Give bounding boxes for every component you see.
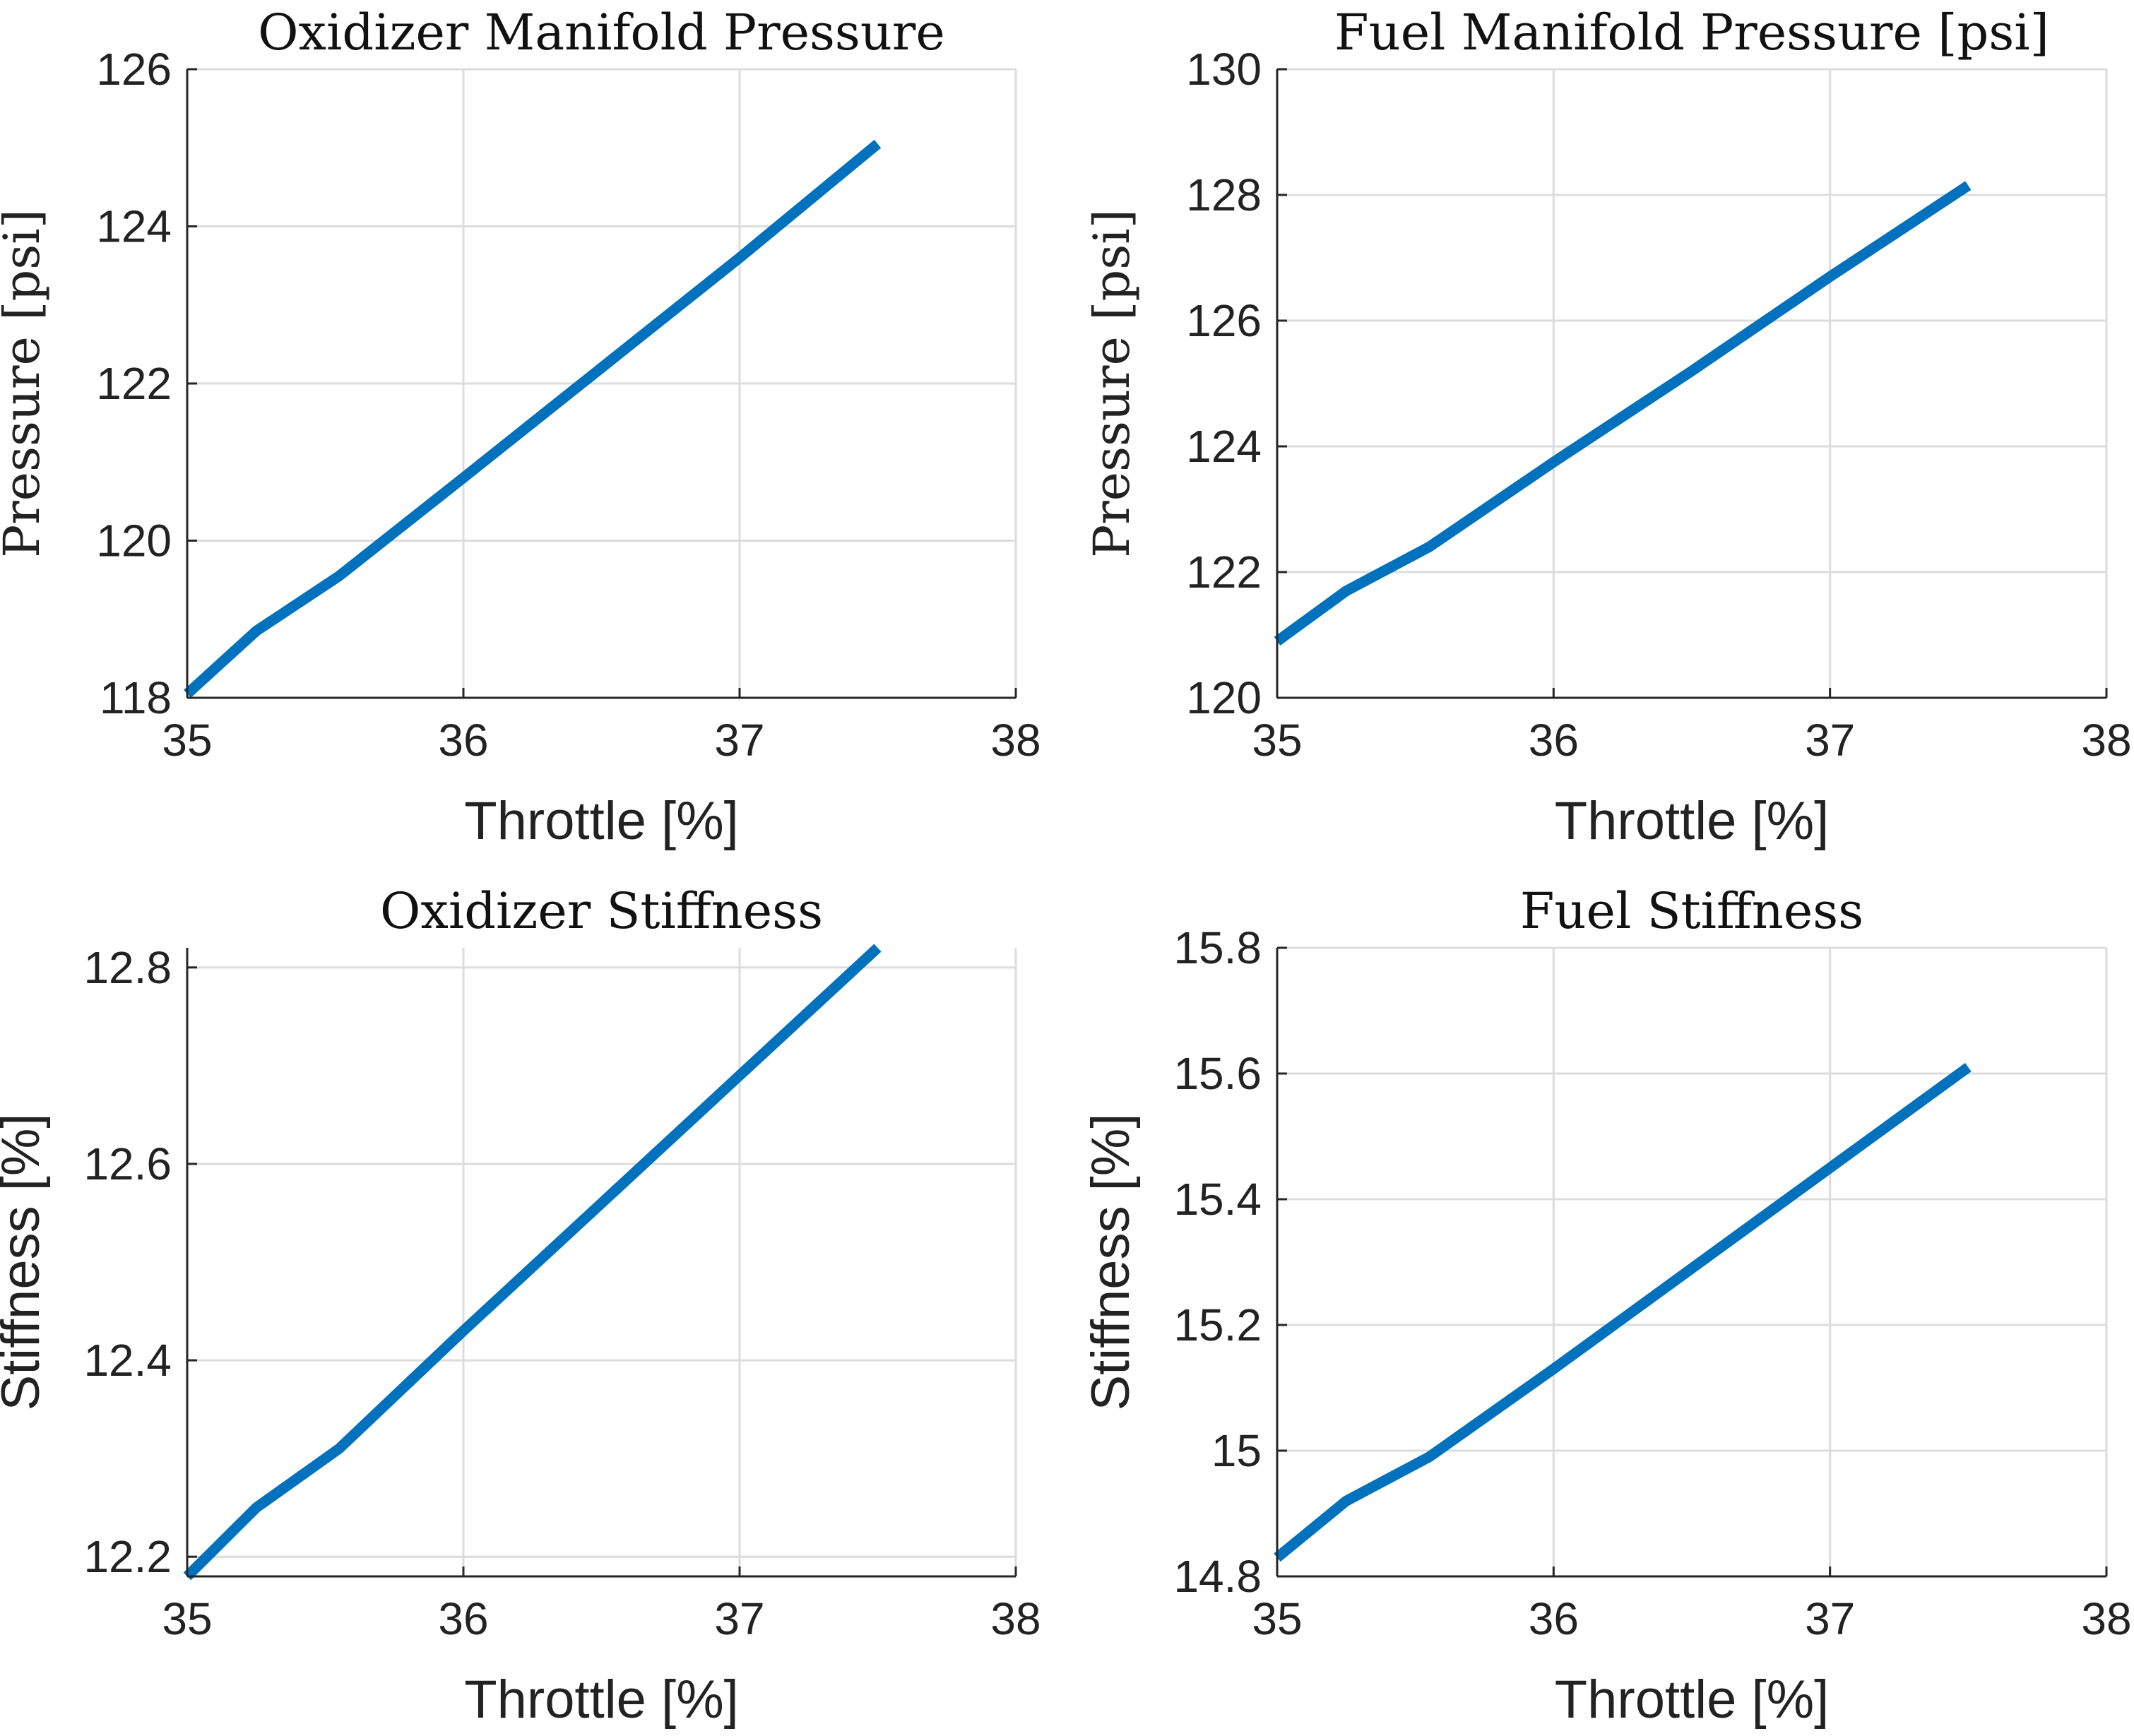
y-axis-label: Pressure [psi] bbox=[0, 209, 51, 558]
y-tick-label: 126 bbox=[1186, 295, 1262, 346]
series-line bbox=[1274, 181, 1972, 646]
y-tick-label: 15 bbox=[1211, 1425, 1262, 1476]
x-axis-label: Throttle [%] bbox=[1555, 1670, 1830, 1730]
chart-title: Fuel Stiffness bbox=[1520, 882, 1863, 940]
y-tick-label: 15.4 bbox=[1173, 1174, 1262, 1225]
x-tick-label: 35 bbox=[162, 1593, 212, 1644]
plot-area bbox=[187, 948, 1016, 1576]
y-tick-label: 12.4 bbox=[83, 1335, 172, 1386]
y-axis-label: Stiffness [%] bbox=[0, 1113, 51, 1410]
x-tick-label: 38 bbox=[990, 715, 1041, 766]
x-tick-label: 36 bbox=[438, 715, 488, 766]
x-axis-label: Throttle [%] bbox=[464, 1670, 739, 1730]
y-tick-label: 128 bbox=[1186, 170, 1262, 220]
x-tick-label: 37 bbox=[1805, 1593, 1855, 1644]
y-tick-label: 124 bbox=[1186, 421, 1262, 472]
x-tick-label: 37 bbox=[714, 1593, 764, 1644]
chart-panel-4: 35 36 37 38 14.8 15 15.2 15.4 15.6 15.8 Fuel Stiff… bbox=[1081, 882, 2132, 1730]
chart-panel-1: 35 36 37 38 118 120 122 124 126 Oxidizer Manifold… bbox=[0, 4, 1041, 851]
y-tick-label: 15.6 bbox=[1173, 1048, 1262, 1099]
y-tick-label: 126 bbox=[96, 44, 172, 95]
x-tick-label: 35 bbox=[1252, 715, 1302, 766]
x-axis-label: Throttle [%] bbox=[464, 791, 739, 851]
y-tick-label: 122 bbox=[96, 358, 172, 409]
x-tick-label: 36 bbox=[1529, 715, 1579, 766]
x-tick-label: 35 bbox=[1252, 1593, 1302, 1644]
chart-panel-3: 35 36 37 38 12.2 12.4 12.6 12.8 Oxidizer Stiffne… bbox=[0, 882, 1041, 1730]
y-tick-label: 118 bbox=[100, 672, 172, 723]
y-tick-label: 120 bbox=[96, 516, 172, 566]
y-tick-label: 12.6 bbox=[83, 1138, 172, 1189]
x-tick-label: 36 bbox=[1529, 1593, 1579, 1644]
x-tick-label: 37 bbox=[714, 715, 764, 766]
chart-title: Oxidizer Stiffness bbox=[380, 882, 823, 940]
x-tick-label: 36 bbox=[438, 1593, 488, 1644]
y-tick-label: 15.8 bbox=[1173, 922, 1262, 973]
plot-area bbox=[1277, 69, 2106, 698]
y-tick-label: 122 bbox=[1186, 547, 1262, 598]
x-tick-label: 38 bbox=[2081, 715, 2131, 766]
y-tick-label: 14.8 bbox=[1173, 1551, 1262, 1602]
chart-panel-2: 35 36 37 38 120 122 124 126 128 130 Fuel Manifold … bbox=[1083, 4, 2132, 851]
x-axis-label: Throttle [%] bbox=[1555, 791, 1830, 851]
series-line bbox=[1274, 1063, 1972, 1562]
y-axis-label: Pressure [psi] bbox=[1083, 209, 1141, 558]
series-line bbox=[183, 944, 882, 1581]
y-tick-label: 124 bbox=[96, 201, 172, 252]
y-tick-label: 12.2 bbox=[83, 1531, 172, 1582]
x-tick-label: 38 bbox=[990, 1593, 1041, 1644]
x-tick-label: 38 bbox=[2081, 1593, 2131, 1644]
x-tick-label: 35 bbox=[162, 715, 212, 766]
x-tick-label: 37 bbox=[1805, 715, 1855, 766]
y-tick-label: 120 bbox=[1186, 672, 1262, 723]
chart-title: Oxidizer Manifold Pressure bbox=[258, 4, 945, 61]
y-tick-label: 15.2 bbox=[1173, 1300, 1262, 1350]
chart-title: Fuel Manifold Pressure [psi] bbox=[1334, 4, 2049, 61]
series-line bbox=[183, 139, 882, 698]
y-tick-label: 130 bbox=[1186, 44, 1262, 95]
y-axis-label: Stiffness [%] bbox=[1081, 1113, 1141, 1410]
y-tick-label: 12.8 bbox=[83, 942, 172, 993]
